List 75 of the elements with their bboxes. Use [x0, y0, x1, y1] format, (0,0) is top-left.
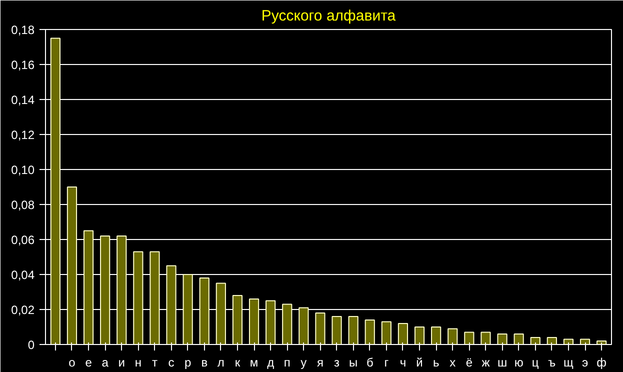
- bar: [50, 38, 60, 344]
- bar: [332, 316, 342, 344]
- bar: [530, 337, 540, 344]
- x-tick-label: ъ: [548, 356, 556, 370]
- x-tick-label: ч: [400, 356, 406, 370]
- bar: [232, 295, 243, 344]
- bar: [546, 337, 557, 344]
- chart-title: Русского алфавита: [261, 8, 396, 24]
- y-tick-label: 0,04: [11, 268, 35, 282]
- x-tick-label: й: [416, 356, 423, 370]
- bar: [315, 312, 326, 344]
- y-tick-label: 0,02: [11, 303, 35, 317]
- x-tick-label: р: [184, 356, 192, 370]
- y-tick-label: 0,16: [11, 58, 35, 72]
- bar: [398, 323, 408, 344]
- bar: [381, 321, 392, 344]
- y-tick-label: 0: [28, 338, 35, 352]
- bar: [497, 334, 508, 344]
- x-tick-label: ц: [532, 356, 539, 370]
- x-tick-label: о: [68, 356, 76, 370]
- x-tick-label: ы: [349, 356, 358, 370]
- bar: [431, 326, 442, 344]
- x-tick-label: с: [168, 356, 174, 370]
- bar: [66, 186, 78, 344]
- y-tick-label: 0,08: [11, 198, 35, 212]
- bar: [514, 334, 524, 344]
- x-tick-label: я: [316, 356, 324, 370]
- x-tick-label: ж: [482, 356, 490, 370]
- bar: [266, 300, 276, 344]
- y-tick-label: 0,18: [11, 23, 35, 37]
- bar: [182, 274, 193, 344]
- bar: [116, 236, 127, 344]
- bar: [100, 236, 110, 344]
- y-tick-label: 0,10: [11, 163, 35, 177]
- x-tick-label: ю: [514, 356, 524, 370]
- bar: [348, 316, 358, 344]
- x-tick-label: м: [250, 356, 258, 370]
- x-tick-label: ш: [497, 356, 508, 370]
- bar: [133, 251, 144, 344]
- x-tick-label: п: [284, 356, 290, 370]
- x-tick-label: у: [300, 356, 307, 370]
- x-tick-label: з: [334, 356, 340, 370]
- bar: [298, 307, 309, 344]
- x-tick-label: ё: [466, 356, 473, 370]
- x-tick-label: к: [234, 356, 241, 370]
- bar: [248, 298, 260, 344]
- bar: [83, 230, 94, 344]
- bar: [480, 332, 491, 344]
- x-tick-label: ь: [432, 356, 440, 370]
- y-tick-label: 0,12: [11, 128, 35, 142]
- bar: [216, 282, 226, 344]
- bar: [364, 320, 375, 344]
- x-tick-label: э: [582, 356, 588, 370]
- x-tick-label: е: [85, 356, 92, 370]
- y-tick-label: 0,14: [11, 93, 35, 107]
- x-tick-label: л: [217, 356, 224, 370]
- x-tick-label: д: [267, 356, 274, 370]
- bar: [150, 251, 160, 344]
- x-tick-label: щ: [564, 356, 574, 370]
- x-tick-label: г: [384, 356, 390, 370]
- bar: [166, 265, 176, 344]
- x-tick-label: и: [118, 356, 125, 370]
- x-tick-label: ф: [596, 356, 607, 370]
- bar: [414, 326, 425, 344]
- x-tick-label: в: [201, 356, 208, 370]
- bar: [199, 278, 210, 344]
- bar: [448, 328, 458, 344]
- y-tick-label: 0,06: [11, 233, 35, 247]
- x-tick-label: б: [366, 356, 374, 370]
- x-tick-label: а: [102, 356, 109, 370]
- x-tick-label: н: [134, 356, 142, 370]
- bar: [282, 304, 292, 344]
- bar: [464, 332, 474, 344]
- x-tick-label: х: [450, 356, 456, 370]
- x-tick-label: т: [152, 356, 158, 370]
